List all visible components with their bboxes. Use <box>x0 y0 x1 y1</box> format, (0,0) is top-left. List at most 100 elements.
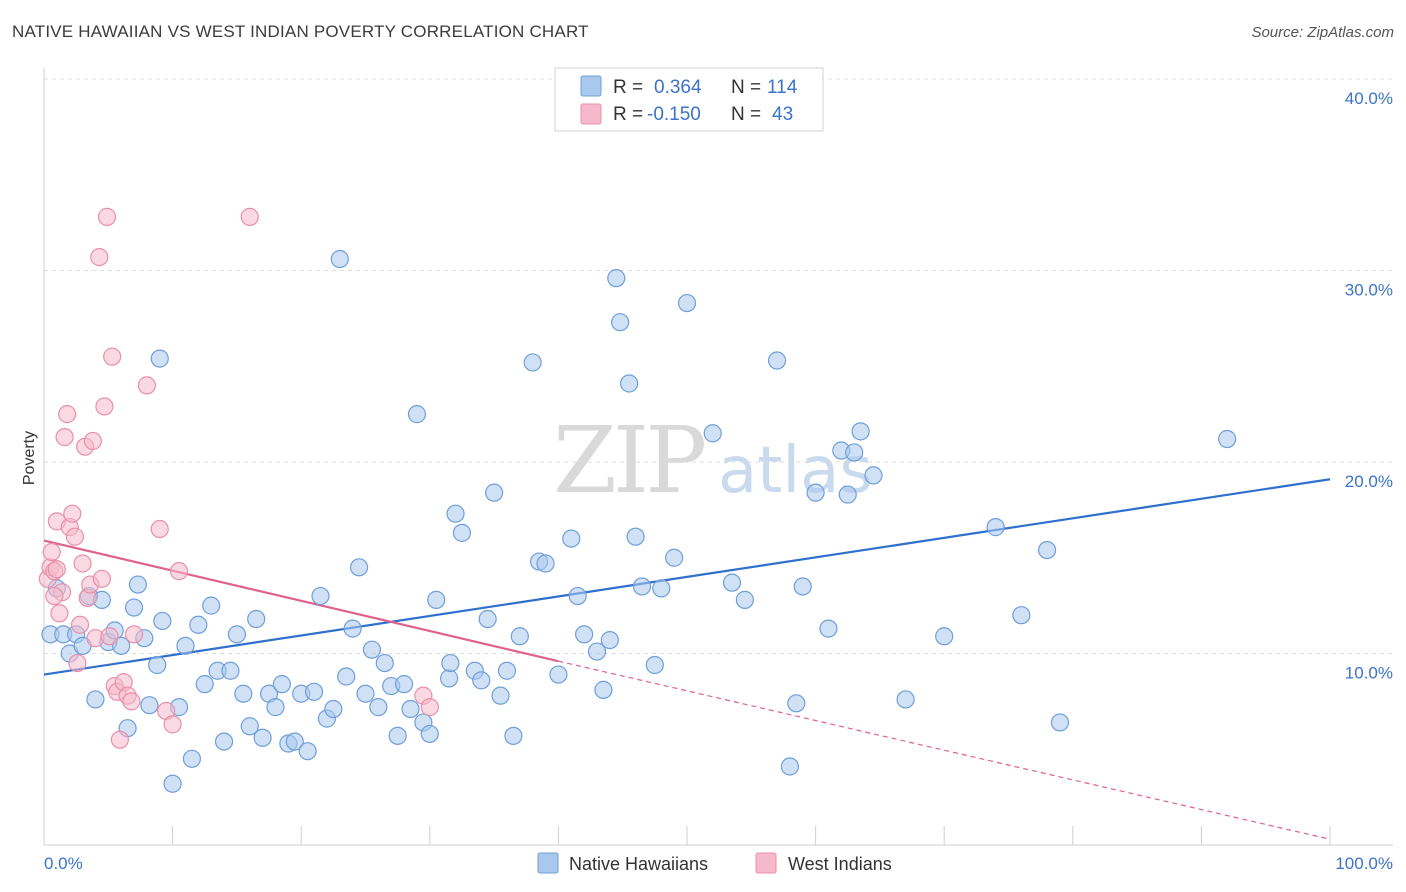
west-indians-point-11 <box>65 527 84 546</box>
native-hawaiians-point-87 <box>626 527 645 546</box>
legend-n-label-2: N = <box>731 104 761 125</box>
native-hawaiians-point-88 <box>632 577 652 596</box>
native-hawaiians-point-79 <box>568 586 587 606</box>
native-hawaiians-point-96 <box>767 351 787 370</box>
west-indians-point-32 <box>124 625 144 644</box>
west-indians-point-38 <box>240 207 259 226</box>
native-hawaiians-point-82 <box>594 680 613 699</box>
native-hawaiians-point-86 <box>620 374 639 393</box>
legend-swatch-native-hawaiians <box>580 75 602 97</box>
native-hawaiians-point-53 <box>375 653 394 673</box>
west-indians-point-13 <box>70 615 90 634</box>
native-hawaiians-point-13 <box>124 598 144 617</box>
native-hawaiians-point-91 <box>665 548 684 567</box>
native-hawaiians-point-78 <box>562 529 581 548</box>
native-hawaiians-point-28 <box>214 732 234 751</box>
west-indians-point-33 <box>137 376 156 395</box>
native-hawaiians-point-100 <box>806 483 825 502</box>
native-hawaiians-point-18 <box>153 611 172 631</box>
west-indians-point-36 <box>163 715 182 734</box>
native-hawaiians-point-29 <box>221 661 240 680</box>
native-hawaiians-point-112 <box>1050 713 1070 732</box>
west-indians-point-24 <box>100 627 119 646</box>
native-hawaiians-point-109 <box>986 518 1005 537</box>
native-hawaiians-point-39 <box>285 732 304 751</box>
native-hawaiians-point-41 <box>298 742 317 761</box>
west-indians-point-12 <box>68 653 87 673</box>
native-hawaiians-point-14 <box>128 575 147 594</box>
native-hawaiians-point-48 <box>343 619 362 638</box>
west-indians-point-20 <box>90 247 109 267</box>
legend-r-value-2: -0.150 <box>647 104 701 125</box>
west-indians-point-25 <box>103 347 122 366</box>
native-hawaiians-point-7 <box>86 690 105 709</box>
trend-line-west-indians-extension <box>558 660 1331 840</box>
native-hawaiians-point-57 <box>401 699 420 719</box>
native-hawaiians-point-69 <box>485 483 504 502</box>
west-indians-point-37 <box>169 562 189 581</box>
legend-n-label-1: N = <box>731 77 761 98</box>
native-hawaiians-point-20 <box>163 774 182 793</box>
west-indians-point-8 <box>58 405 77 424</box>
west-indians-point-41 <box>47 560 66 579</box>
native-hawaiians-point-73 <box>510 627 529 646</box>
native-hawaiians-point-24 <box>189 615 208 634</box>
y-tick-label-10: 10.0% <box>1345 664 1393 683</box>
native-hawaiians-point-97 <box>780 757 799 776</box>
trend-line-native-hawaiians <box>43 478 1331 676</box>
bottom-legend-label-native-hawaiians: Native Hawaiians <box>569 854 708 874</box>
native-hawaiians-point-98 <box>787 694 806 713</box>
native-hawaiians-point-85 <box>611 313 630 332</box>
native-hawaiians-point-46 <box>330 249 349 269</box>
west-indians-point-14 <box>73 554 92 573</box>
west-indians-point-18 <box>83 431 102 451</box>
native-hawaiians-point-45 <box>324 699 343 719</box>
trend-layer <box>43 478 1331 840</box>
bottom-legend-swatch-west-indians <box>755 852 777 874</box>
native-hawaiians-point-105 <box>851 422 870 441</box>
native-hawaiians-point-111 <box>1037 540 1057 560</box>
native-hawaiians-point-62 <box>439 669 459 688</box>
west-indians-point-2 <box>42 542 61 562</box>
west-indians-point-42 <box>45 586 64 606</box>
native-hawaiians-point-19 <box>150 349 169 368</box>
native-hawaiians-point-95 <box>735 590 754 609</box>
watermark-zip: ZIP <box>553 407 704 514</box>
native-hawaiians-point-56 <box>394 675 414 694</box>
chart-title: NATIVE HAWAIIAN VS WEST INDIAN POVERTY C… <box>12 22 589 41</box>
west-indians-point-7 <box>55 428 74 447</box>
native-hawaiians-point-70 <box>491 686 510 705</box>
west-indians-point-40 <box>420 698 439 717</box>
native-hawaiians-point-83 <box>600 630 619 650</box>
native-hawaiians-point-93 <box>703 424 722 443</box>
native-hawaiians-point-63 <box>441 653 460 673</box>
native-hawaiians-point-64 <box>446 504 465 523</box>
native-hawaiians-point-101 <box>819 619 838 638</box>
native-hawaiians-point-113 <box>1218 429 1237 449</box>
native-hawaiians-point-67 <box>472 671 491 690</box>
x-tick-label-max: 100.0% <box>1335 854 1393 873</box>
native-hawaiians-point-52 <box>369 698 388 717</box>
west-indians-point-21 <box>92 569 111 588</box>
native-hawaiians-point-84 <box>607 269 626 288</box>
series-legend: Native Hawaiians West Indians <box>537 852 892 874</box>
legend-r-label-2: R = <box>613 104 643 125</box>
native-hawaiians-point-108 <box>935 627 954 646</box>
native-hawaiians-point-23 <box>182 749 201 768</box>
native-hawaiians-point-81 <box>587 642 607 661</box>
axis-layer: 10.0% 20.0% 30.0% 40.0% <box>43 68 1393 846</box>
west-indians-point-5 <box>50 604 69 623</box>
native-hawaiians-point-22 <box>176 636 195 655</box>
native-hawaiians-point-50 <box>356 684 375 703</box>
native-hawaiians-point-37 <box>272 675 292 694</box>
trend-line-west-indians <box>43 539 559 663</box>
native-hawaiians-point-68 <box>478 609 497 629</box>
west-indians-point-31 <box>122 692 141 711</box>
native-hawaiians-point-33 <box>247 609 266 629</box>
native-hawaiians-point-71 <box>497 661 517 680</box>
native-hawaiians-point-104 <box>845 443 864 462</box>
native-hawaiians-point-99 <box>793 577 812 596</box>
y-tick-label-20: 20.0% <box>1345 472 1393 491</box>
native-hawaiians-point-94 <box>722 573 742 592</box>
